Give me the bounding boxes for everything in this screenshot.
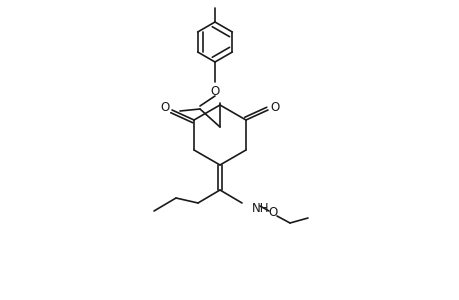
Text: NH: NH <box>252 202 269 214</box>
Text: O: O <box>268 206 277 218</box>
Text: O: O <box>210 85 219 98</box>
Text: O: O <box>160 100 169 113</box>
Text: O: O <box>270 100 279 113</box>
